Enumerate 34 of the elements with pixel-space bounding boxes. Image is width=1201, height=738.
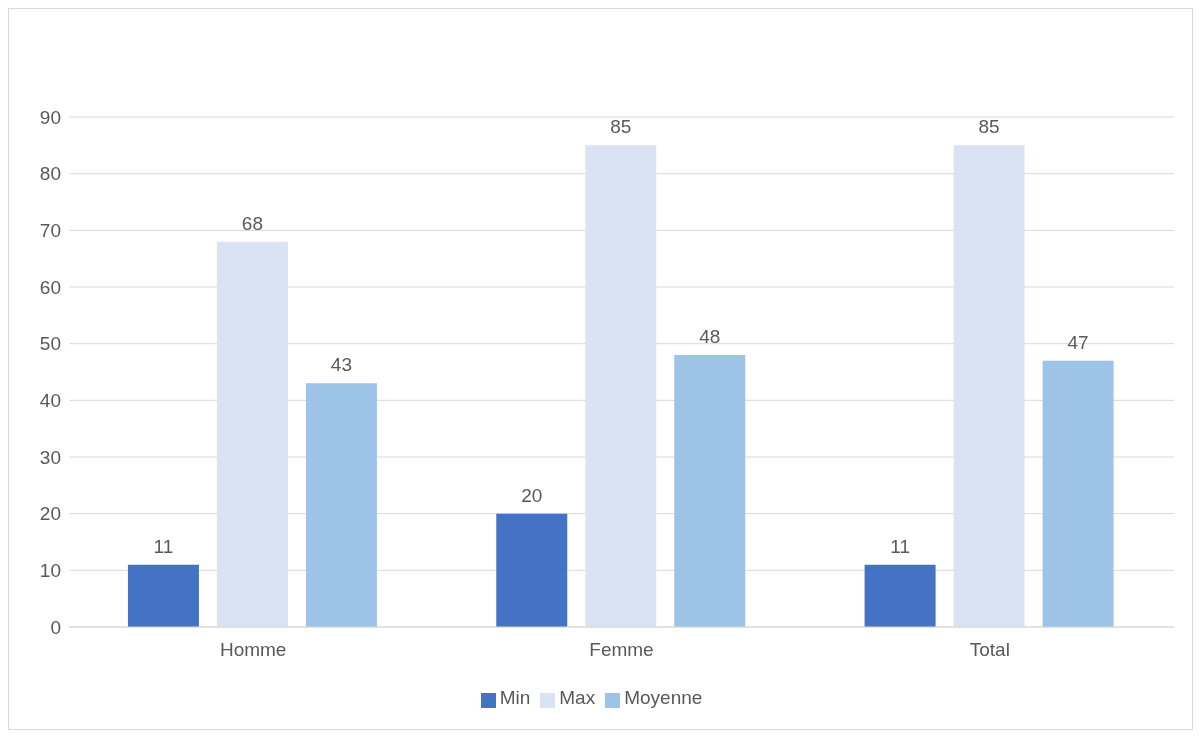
- y-tick-label: 70: [39, 220, 61, 242]
- bar: [585, 145, 657, 627]
- data-label: 85: [978, 116, 1000, 138]
- data-label: 20: [521, 484, 543, 506]
- data-label: 43: [330, 354, 352, 376]
- bar: [674, 355, 746, 627]
- y-tick-label: 60: [39, 276, 61, 298]
- y-tick-label: 30: [39, 446, 61, 468]
- bar: [953, 145, 1025, 627]
- bar: [216, 241, 288, 627]
- data-label: 48: [699, 326, 721, 347]
- y-tick-label: 50: [39, 333, 61, 355]
- y-tick-label: 80: [39, 163, 61, 185]
- y-tick-label: 20: [39, 503, 61, 525]
- legend-label: Moyenne: [624, 687, 703, 708]
- bar: [127, 564, 199, 627]
- bar: [864, 564, 936, 627]
- y-tick-label: 90: [39, 106, 61, 128]
- legend-label: Max: [559, 687, 596, 708]
- data-label: 11: [890, 535, 910, 557]
- data-label: 68: [241, 212, 263, 234]
- data-label: 85: [610, 116, 632, 138]
- x-tick-label: Homme: [219, 639, 287, 661]
- x-tick-label: Femme: [589, 639, 654, 661]
- data-label: 11: [153, 535, 174, 557]
- x-tick-label: Total: [969, 639, 1010, 661]
- y-tick-label: 10: [39, 560, 61, 582]
- y-tick-label: 0: [50, 616, 61, 638]
- data-label: 47: [1067, 331, 1089, 353]
- bar: [496, 513, 568, 627]
- y-tick-label: 40: [39, 390, 61, 412]
- bar: [305, 383, 377, 627]
- legend-label: Min: [499, 687, 531, 708]
- bar: [1042, 360, 1114, 627]
